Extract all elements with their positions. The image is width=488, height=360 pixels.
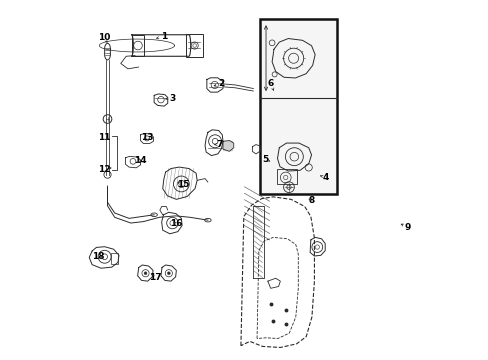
Bar xyxy=(110,253,118,264)
Text: 10: 10 xyxy=(98,33,110,42)
Text: 6: 6 xyxy=(267,80,274,89)
Text: 1: 1 xyxy=(161,32,166,41)
Bar xyxy=(277,169,297,184)
Text: 18: 18 xyxy=(92,252,104,261)
Text: 5: 5 xyxy=(262,155,268,164)
Bar xyxy=(185,34,203,57)
Text: 14: 14 xyxy=(134,156,146,165)
Text: 15: 15 xyxy=(176,180,189,189)
Circle shape xyxy=(167,272,170,275)
Bar xyxy=(132,36,143,56)
Text: 4: 4 xyxy=(322,173,328,182)
Text: 3: 3 xyxy=(169,94,176,103)
Bar xyxy=(259,19,336,194)
Circle shape xyxy=(144,272,147,275)
Text: 12: 12 xyxy=(98,165,110,174)
Text: 17: 17 xyxy=(148,273,161,282)
Text: 11: 11 xyxy=(98,133,110,142)
Text: 13: 13 xyxy=(141,133,153,142)
Text: 7: 7 xyxy=(216,140,222,149)
Text: 2: 2 xyxy=(218,80,224,89)
Text: 16: 16 xyxy=(170,219,182,228)
Text: 9: 9 xyxy=(404,223,410,232)
Text: 8: 8 xyxy=(307,195,314,204)
